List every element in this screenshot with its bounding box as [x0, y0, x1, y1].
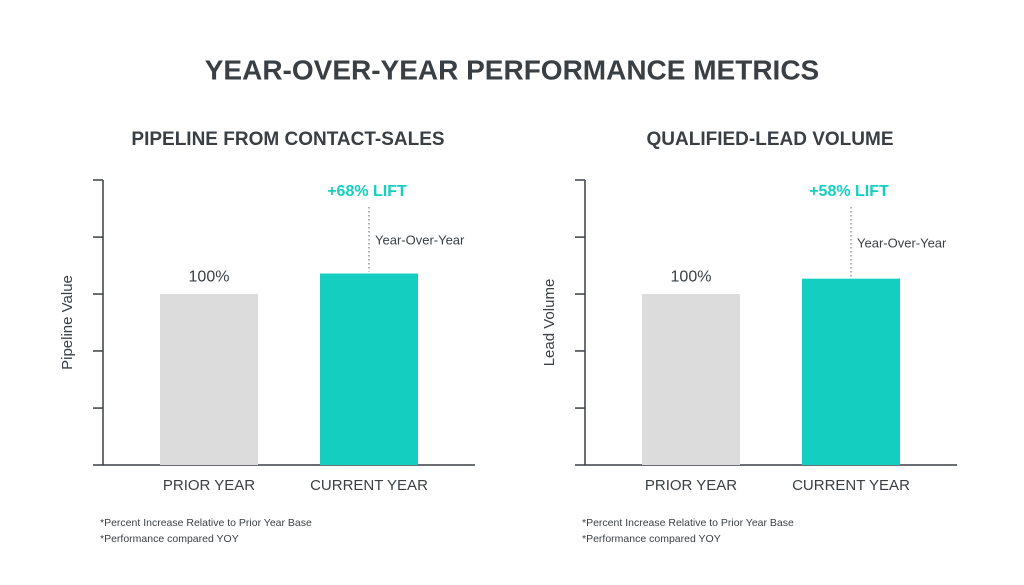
footnote: *Performance compared YOY: [100, 533, 239, 545]
lift-note: Year-Over-Year: [857, 235, 947, 250]
bar: [160, 294, 258, 465]
footnote: *Percent Increase Relative to Prior Year…: [582, 517, 794, 529]
bar: [320, 273, 418, 465]
bar: [642, 294, 740, 465]
lift-label: +68% LIFT: [327, 183, 407, 200]
x-tick-label: CURRENT YEAR: [792, 477, 910, 494]
chart-title: QUALIFIED-LEAD VOLUME: [647, 129, 894, 150]
x-tick-label: CURRENT YEAR: [310, 477, 428, 494]
lift-label: +58% LIFT: [809, 183, 889, 200]
x-tick-label: PRIOR YEAR: [163, 477, 255, 494]
value-label: 100%: [671, 268, 712, 285]
value-label: 100%: [189, 268, 230, 285]
bar: [802, 278, 900, 465]
lift-note: Year-Over-Year: [375, 233, 465, 248]
x-tick-label: PRIOR YEAR: [645, 477, 737, 494]
page-title: YEAR-OVER-YEAR PERFORMANCE METRICS: [205, 54, 819, 85]
chart-title: PIPELINE FROM CONTACT-SALES: [131, 129, 444, 150]
footnote: *Percent Increase Relative to Prior Year…: [100, 517, 312, 529]
y-axis-label: Pipeline Value: [59, 275, 76, 370]
footnote: *Performance compared YOY: [582, 533, 721, 545]
y-axis-label: Lead Volume: [541, 279, 558, 367]
